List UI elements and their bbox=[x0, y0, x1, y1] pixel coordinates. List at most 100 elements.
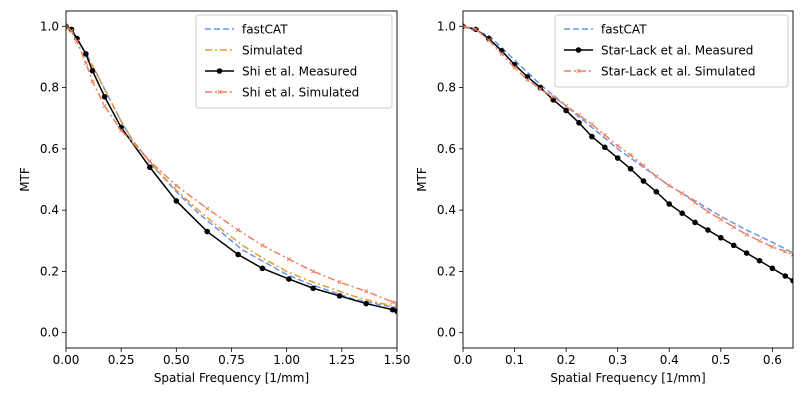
data-point-star-lack-et-al-simulated bbox=[525, 77, 530, 83]
data-point-star-lack-et-al-simulated bbox=[589, 122, 595, 127]
y-axis-label: MTF bbox=[18, 167, 32, 192]
data-point-star-lack-et-al-measured bbox=[601, 144, 608, 151]
y-tick-label: 0.4 bbox=[40, 203, 59, 217]
data-point-shi-et-al-simulated bbox=[66, 24, 69, 29]
data-point-star-lack-et-al-simulated bbox=[563, 103, 569, 109]
data-point-star-lack-et-al-simulated bbox=[615, 143, 620, 148]
y-tick-label: 1.0 bbox=[437, 19, 456, 33]
data-point-star-lack-et-al-simulated bbox=[667, 183, 672, 188]
legend: fastCAT Simulated Shi et al. Measured Shi e… bbox=[195, 14, 393, 109]
x-tick-label: 0.6 bbox=[763, 353, 782, 367]
x-tick-label: 1.25 bbox=[328, 353, 355, 367]
data-point-star-lack-et-al-simulated bbox=[718, 217, 723, 222]
legend-label-star-lack-et-al-simulated: Star-Lack et al. Simulated bbox=[601, 65, 755, 79]
series-line-simulated bbox=[66, 25, 397, 308]
x-tick-label: 0.00 bbox=[53, 353, 80, 367]
data-point-shi-et-al-simulated bbox=[102, 103, 107, 109]
data-point-star-lack-et-al-measured bbox=[614, 155, 621, 161]
data-point-star-lack-et-al-simulated bbox=[512, 65, 517, 70]
data-point-shi-et-al-simulated bbox=[147, 158, 153, 164]
data-point-shi-et-al-measured bbox=[336, 293, 343, 299]
legend-box bbox=[554, 14, 789, 88]
data-point-star-lack-et-al-measured bbox=[627, 165, 634, 172]
x-tick-label: 0.3 bbox=[608, 353, 627, 367]
data-point-star-lack-et-al-measured bbox=[730, 242, 737, 249]
data-point-star-lack-et-al-simulated bbox=[463, 24, 466, 29]
data-point-shi-et-al-simulated bbox=[310, 269, 316, 274]
data-point-star-lack-et-al-measured bbox=[718, 234, 724, 241]
data-point-star-lack-et-al-measured bbox=[485, 35, 492, 42]
data-point-shi-et-al-measured bbox=[147, 164, 153, 171]
data-point-shi-et-al-simulated bbox=[394, 301, 397, 306]
data-point-shi-et-al-measured bbox=[235, 251, 241, 258]
data-point-star-lack-et-al-measured bbox=[782, 273, 789, 279]
x-tick-label: 0.2 bbox=[557, 353, 576, 367]
legend-box bbox=[195, 14, 393, 109]
data-point-shi-et-al-simulated bbox=[69, 28, 74, 34]
series-line-fastcat bbox=[463, 25, 793, 254]
data-point-star-lack-et-al-measured bbox=[589, 133, 595, 140]
data-point-star-lack-et-al-simulated bbox=[705, 209, 711, 214]
data-point-star-lack-et-al-simulated bbox=[499, 51, 504, 57]
y-tick-label: 0.0 bbox=[40, 326, 59, 340]
data-point-star-lack-et-al-simulated bbox=[602, 132, 607, 138]
data-point-star-lack-et-al-simulated bbox=[551, 94, 556, 99]
x-tick-label: 0.0 bbox=[453, 353, 472, 367]
data-point-star-lack-et-al-measured bbox=[679, 210, 685, 216]
data-point-star-lack-et-al-simulated bbox=[731, 224, 736, 230]
x-tick-label: 0.1 bbox=[505, 353, 524, 367]
y-tick-label: 0.8 bbox=[40, 81, 59, 95]
x-axis-label: Spatial Frequency [1/mm] bbox=[550, 371, 705, 385]
data-point-shi-et-al-simulated bbox=[90, 79, 95, 84]
left-mtf-panel: 0.00 0.25 0.50 0.75 1.00 1.25 1.50 0.0 0.2 0.4 0.6… bbox=[18, 10, 410, 385]
data-point-shi-et-al-measured bbox=[89, 67, 96, 74]
data-point-shi-et-al-simulated bbox=[235, 227, 241, 233]
data-point-shi-et-al-simulated bbox=[74, 39, 80, 44]
data-point-star-lack-et-al-simulated bbox=[641, 163, 646, 168]
data-point-shi-et-al-measured bbox=[286, 276, 292, 282]
y-tick-label: 0.2 bbox=[40, 264, 59, 278]
y-axis-label: MTF bbox=[415, 167, 429, 192]
data-point-shi-et-al-measured bbox=[363, 300, 369, 307]
data-point-shi-et-al-simulated bbox=[83, 60, 89, 66]
y-tick-label: 0.0 bbox=[437, 326, 456, 340]
data-point-shi-et-al-measured bbox=[259, 265, 266, 272]
legend-marker-shi-et-al-measured bbox=[216, 68, 223, 74]
data-point-star-lack-et-al-simulated bbox=[757, 238, 762, 243]
data-point-shi-et-al-measured bbox=[389, 306, 396, 313]
legend-label-fastcat: fastCAT bbox=[601, 23, 647, 37]
x-tick-label: 0.75 bbox=[218, 353, 245, 367]
data-point-star-lack-et-al-measured bbox=[524, 74, 531, 80]
data-point-shi-et-al-simulated bbox=[205, 206, 210, 211]
legend-marker-star-lack-et-al-measured bbox=[575, 47, 582, 53]
data-point-star-lack-et-al-measured bbox=[550, 97, 557, 103]
data-point-star-lack-et-al-measured bbox=[705, 227, 711, 233]
data-point-shi-et-al-measured bbox=[173, 198, 180, 204]
data-point-star-lack-et-al-measured bbox=[769, 265, 776, 272]
x-tick-label: 0.50 bbox=[163, 353, 190, 367]
series-line-fastcat bbox=[66, 25, 397, 309]
data-point-star-lack-et-al-measured bbox=[653, 188, 660, 195]
data-point-star-lack-et-al-measured bbox=[666, 201, 673, 207]
y-tick-label: 0.6 bbox=[437, 142, 456, 156]
y-tick-label: 0.2 bbox=[437, 264, 456, 278]
data-point-star-lack-et-al-measured bbox=[563, 107, 569, 114]
data-point-star-lack-et-al-measured bbox=[576, 120, 582, 126]
data-point-star-lack-et-al-simulated bbox=[628, 152, 633, 158]
legend-label-star-lack-et-al-measured: Star-Lack et al. Measured bbox=[601, 44, 753, 58]
data-point-star-lack-et-al-measured bbox=[790, 277, 793, 284]
data-point-star-lack-et-al-simulated bbox=[679, 191, 685, 196]
y-tick-label: 1.0 bbox=[40, 19, 59, 33]
axes-frame bbox=[462, 10, 794, 349]
y-tick-label: 0.4 bbox=[437, 203, 456, 217]
data-point-star-lack-et-al-simulated bbox=[538, 86, 543, 92]
x-axis-label: Spatial Frequency [1/mm] bbox=[154, 371, 309, 385]
x-tick-label: 1.00 bbox=[273, 353, 300, 367]
x-tick-label: 0.25 bbox=[108, 353, 135, 367]
data-point-shi-et-al-simulated bbox=[174, 183, 179, 188]
legend-label-fastcat: fastCAT bbox=[242, 23, 288, 37]
data-point-star-lack-et-al-measured bbox=[743, 250, 750, 256]
data-point-star-lack-et-al-simulated bbox=[770, 244, 775, 250]
data-point-shi-et-al-measured bbox=[101, 93, 108, 100]
